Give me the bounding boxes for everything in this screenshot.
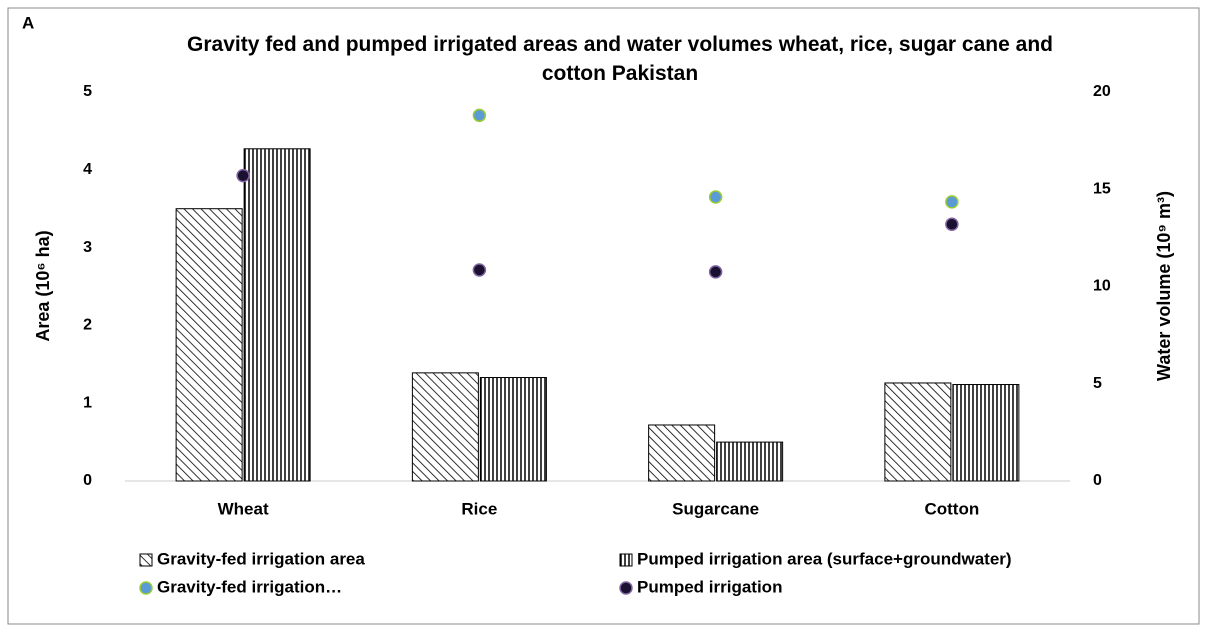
y-tick-label: 4: [83, 161, 92, 178]
point: [708, 190, 723, 204]
bar: [952, 384, 1020, 482]
frame: [7, 7, 1200, 625]
y2-tick-label: 0: [1093, 472, 1102, 489]
legend-label: Pumped irrigation: [637, 577, 782, 596]
legend-swatch: [619, 553, 633, 567]
legend-label: Pumped irrigation area (surface+groundwa…: [637, 549, 1012, 568]
legend-label: Gravity-fed irrigation…: [157, 577, 342, 596]
y-tick-label: 2: [83, 317, 92, 334]
y2-tick-label: 5: [1093, 375, 1102, 392]
chart-title: Gravity fed and pumped irrigated areas a…: [187, 33, 1053, 85]
bar: [479, 377, 547, 482]
y2-tick-label: 20: [1093, 83, 1111, 100]
y-tick-label: 1: [83, 394, 92, 411]
panel-label: A: [22, 13, 34, 32]
x-tick-label: Sugarcane: [672, 499, 759, 518]
point: [472, 108, 487, 123]
bar: [648, 424, 716, 482]
bar: [716, 441, 784, 482]
point: [472, 263, 487, 277]
bar: [243, 148, 311, 482]
legend-label: Gravity-fed irrigation area: [157, 549, 365, 568]
x-tick-label: Rice: [461, 499, 497, 518]
x-tick-label: Wheat: [218, 499, 269, 518]
bar: [884, 382, 952, 482]
y2-tick-label: 10: [1093, 278, 1111, 295]
y2-axis-label: Water volume (10⁹ m³): [1154, 191, 1174, 381]
legend-swatch: [139, 553, 153, 567]
x-tick-label: Cotton: [924, 499, 979, 518]
point: [945, 195, 959, 209]
point: [708, 265, 723, 279]
legend-swatch: [139, 581, 153, 595]
y-tick-label: 0: [83, 472, 92, 489]
y-tick-label: 5: [83, 83, 92, 100]
point: [236, 168, 250, 183]
y-tick-label: 3: [83, 239, 92, 256]
bar: [411, 372, 479, 482]
point: [945, 217, 959, 232]
legend-swatch: [619, 581, 633, 595]
bar: [175, 208, 243, 482]
y-axis-label: Area (10⁶ ha): [33, 230, 53, 341]
y2-tick-label: 15: [1093, 180, 1111, 197]
